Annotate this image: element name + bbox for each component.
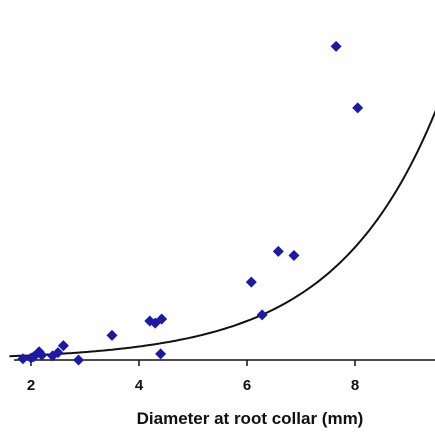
data-point [330, 40, 342, 52]
x-tick-label: 6 [243, 377, 251, 394]
x-tick-label: 8 [351, 377, 359, 394]
data-point [36, 349, 48, 361]
data-point [57, 340, 69, 352]
data-points [17, 40, 364, 366]
data-point [272, 245, 284, 257]
trend-curve [9, 109, 435, 358]
x-tick-label: 4 [135, 377, 144, 394]
data-point [156, 313, 168, 325]
x-axis-title: Diameter at root collar (mm) [137, 409, 364, 428]
data-point [73, 354, 85, 366]
data-point [106, 329, 118, 341]
data-point [256, 309, 268, 321]
x-axis-ticks: 2 4 6 8 [27, 360, 359, 394]
data-point [288, 249, 300, 261]
data-point [17, 353, 29, 365]
data-point [245, 276, 257, 288]
data-point [352, 102, 364, 114]
data-point [52, 347, 64, 359]
data-point [155, 348, 167, 360]
x-tick-label: 2 [27, 377, 35, 394]
